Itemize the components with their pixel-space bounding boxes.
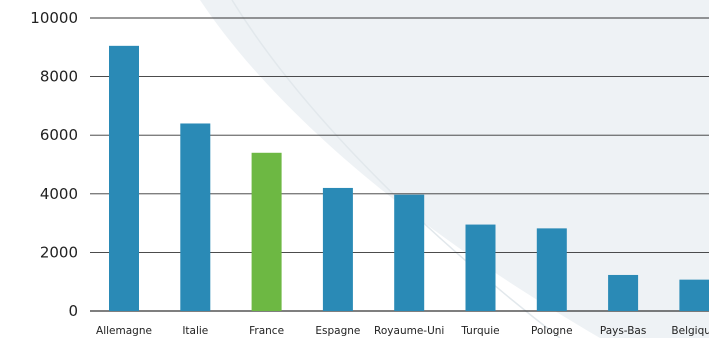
x-category-label: Espagne [315,325,360,337]
bar-pologne [536,228,567,311]
x-category-label: Belgique [671,325,709,337]
bar-italie [180,123,211,311]
y-axis-tick-labels: 0 2000 4000 6000 8000 10000 [30,9,78,320]
bar-royaume-uni [394,194,425,311]
y-tick-label: 10000 [30,9,78,27]
y-tick-label: 4000 [40,185,78,203]
x-category-label: Italie [182,325,208,337]
x-category-label: Royaume-Uni [374,325,444,337]
y-tick-label: 0 [68,302,78,320]
x-category-label: Pologne [531,325,573,337]
bar-allemagne [109,45,139,312]
x-category-label: France [249,325,284,337]
x-category-label: Pays-Bas [600,325,647,337]
bar-turquie [465,224,496,311]
x-axis-category-labels: Allemagne Italie France Espagne Royaume-Uni T… [96,325,709,337]
y-tick-label: 2000 [40,243,78,261]
bar-belgique [679,279,709,311]
x-category-label: Turquie [460,325,499,337]
background-arc [231,0,561,338]
x-category-label: Allemagne [96,325,152,337]
bar-pays-bas [608,274,639,311]
bars [109,45,709,312]
y-tick-label: 6000 [40,126,78,144]
y-tick-label: 8000 [40,68,78,86]
background-shape [200,0,709,338]
bar-france [251,152,282,311]
bar-espagne [322,187,353,311]
